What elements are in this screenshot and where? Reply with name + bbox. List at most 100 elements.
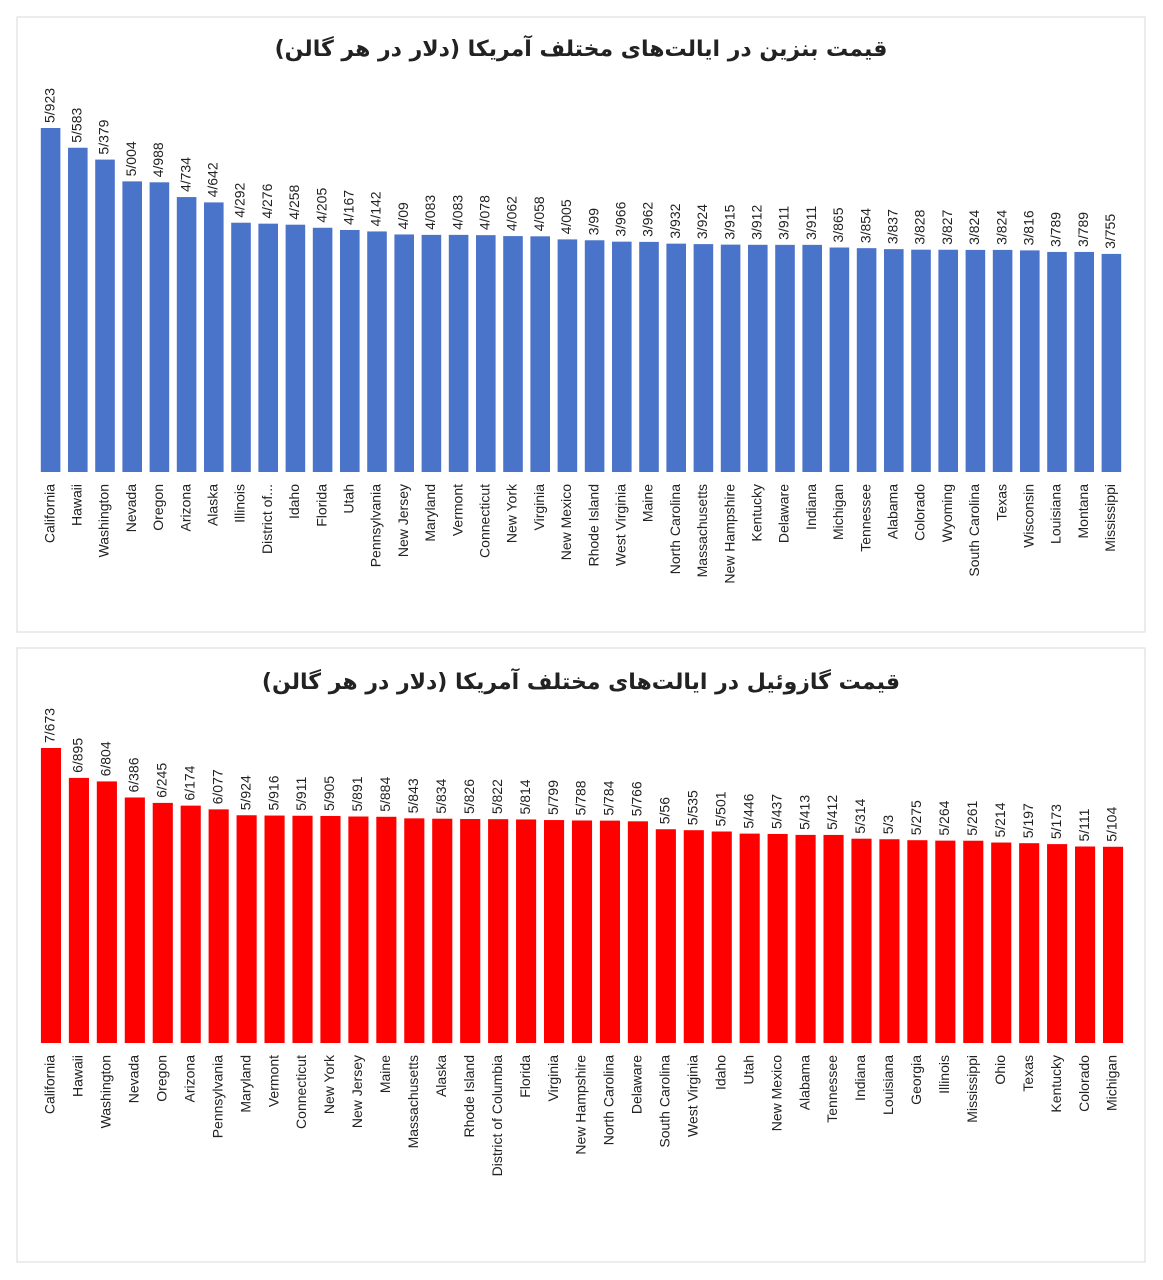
bar [571, 820, 593, 1043]
bar [1102, 846, 1124, 1043]
x-tick-label: Virginia [531, 484, 547, 531]
x-tick-label: District of... [259, 484, 275, 554]
value-label: 6/245 [153, 763, 169, 798]
bar [938, 249, 958, 472]
bar [683, 830, 704, 1043]
x-tick-label: Rhode Island [585, 484, 601, 567]
value-label: 5/834 [433, 778, 449, 813]
x-tick-label: Alaska [205, 484, 221, 526]
x-tick-label: Illinois [232, 484, 248, 523]
x-tick-label: New Mexico [558, 484, 574, 560]
value-label: 5/104 [1104, 807, 1120, 842]
panel [16, 16, 1146, 633]
value-label: 3/966 [613, 201, 629, 236]
x-tick-label: South Carolina [966, 484, 982, 577]
x-tick-label: New York [504, 483, 520, 543]
value-label: 5/784 [601, 780, 617, 815]
x-tick-label: Maryland [237, 1055, 253, 1113]
value-label: 3/837 [885, 209, 901, 244]
value-label: 5/314 [852, 798, 868, 833]
value-label: 3/99 [585, 208, 601, 235]
x-tick-label: Texas [993, 484, 1009, 521]
bar [236, 815, 257, 1043]
bar [348, 816, 369, 1043]
bar [258, 223, 278, 472]
value-label: 5/197 [1020, 803, 1036, 838]
bar [720, 244, 741, 472]
value-label: 5/826 [461, 779, 477, 814]
value-label: 3/932 [667, 203, 683, 238]
value-label: 3/828 [912, 209, 928, 244]
x-tick-label: Kentucky [1048, 1055, 1064, 1113]
bar [292, 815, 313, 1043]
x-tick-label: New York [321, 1054, 337, 1114]
bar [584, 240, 605, 472]
value-label: 4/09 [395, 202, 411, 229]
bar [639, 241, 659, 472]
bar [95, 159, 115, 473]
value-label: 4/258 [286, 184, 302, 219]
value-label: 4/083 [422, 195, 438, 230]
bar [1020, 250, 1040, 472]
bar [204, 202, 224, 472]
x-tick-label: Oregon [150, 484, 166, 531]
bar [795, 834, 816, 1043]
value-label: 3/789 [1048, 212, 1064, 247]
bar [149, 182, 170, 472]
x-tick-label: Rhode Island [461, 1055, 477, 1138]
x-tick-label: Tennessee [857, 484, 873, 552]
value-label: 5/923 [41, 88, 57, 123]
x-tick-label: Idaho [286, 484, 302, 519]
x-tick-label: Arizona [181, 1055, 197, 1103]
bar [879, 839, 900, 1043]
bar [432, 818, 453, 1043]
x-tick-label: Indiana [852, 1055, 868, 1101]
bar [767, 833, 788, 1043]
x-tick-label: Colorado [912, 484, 928, 541]
value-label: 5/501 [712, 791, 728, 826]
bar [312, 227, 333, 472]
x-tick-label: West Virginia [684, 1055, 700, 1137]
value-label: 4/083 [449, 195, 465, 230]
bar [543, 820, 565, 1043]
bar [376, 816, 397, 1043]
x-tick-label: Delaware [629, 1055, 645, 1114]
x-tick-label: Arizona [177, 484, 193, 532]
x-tick-label: California [41, 484, 57, 543]
x-tick-label: Tennessee [824, 1055, 840, 1123]
value-label: 5/788 [573, 780, 589, 815]
x-tick-label: Ohio [992, 1055, 1008, 1085]
value-label: 3/816 [1021, 210, 1037, 245]
x-tick-label: South Carolina [657, 1055, 673, 1148]
value-label: 3/854 [857, 208, 873, 243]
x-tick-label: Indiana [803, 484, 819, 530]
bar [340, 229, 360, 472]
x-tick-label: Florida [517, 1055, 533, 1098]
x-tick-label: North Carolina [601, 1055, 617, 1145]
bar [856, 248, 877, 472]
chart-title: قیمت بنزین در ایالت‌های مختلف آمریکا (دل… [275, 34, 888, 62]
bar [152, 802, 173, 1043]
bar [627, 821, 648, 1043]
x-tick-label: Connecticut [477, 484, 493, 558]
value-label: 3/924 [694, 204, 710, 239]
x-tick-label: California [42, 1055, 58, 1114]
bar [802, 244, 822, 472]
value-label: 4/734 [177, 157, 193, 192]
bar [935, 840, 956, 1043]
bar [739, 833, 760, 1043]
bar [285, 224, 306, 472]
bar [992, 249, 1013, 472]
bar [693, 244, 714, 472]
x-tick-label: Illinois [936, 1055, 952, 1094]
x-tick-label: Alabama [796, 1055, 812, 1110]
x-tick-label: Utah [341, 484, 357, 514]
value-label: 3/911 [776, 206, 792, 240]
bar [488, 819, 509, 1043]
bar [557, 239, 578, 472]
x-tick-label: Wyoming [939, 484, 955, 542]
chart-title: قیمت گازوئیل در ایالت‌های مختلف آمریکا (… [262, 667, 900, 695]
value-label: 6/386 [126, 757, 142, 792]
bar [176, 197, 197, 472]
value-label: 3/755 [1102, 214, 1118, 249]
